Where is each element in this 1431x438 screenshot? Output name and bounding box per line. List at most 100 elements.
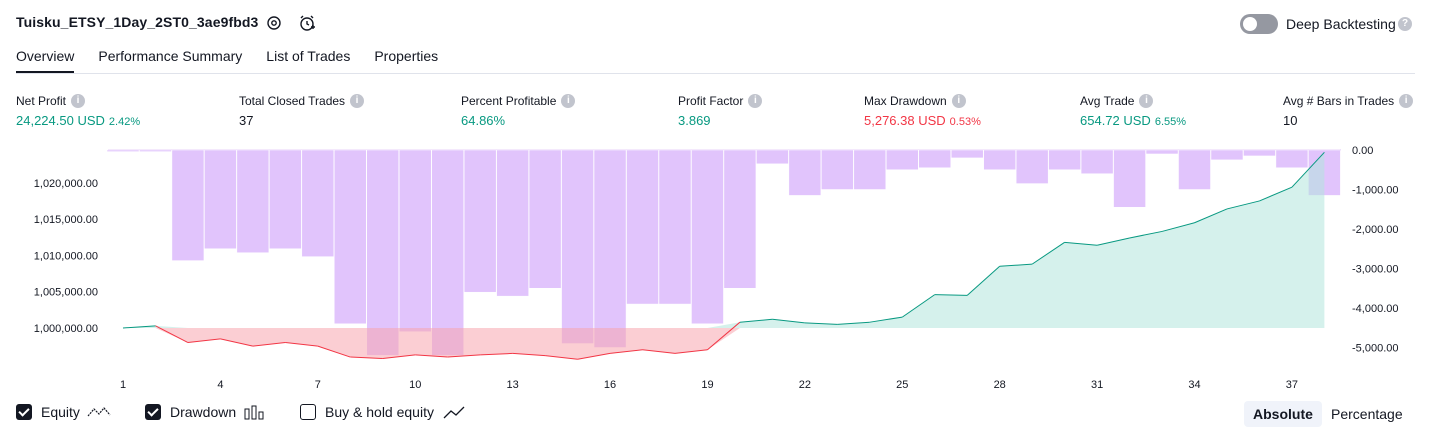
drawdown-bar xyxy=(463,149,497,293)
tab-bar: Overview Performance Summary List of Tra… xyxy=(16,48,462,74)
x-axis-tick-label: 25 xyxy=(896,379,908,391)
equity-line-segment xyxy=(966,265,1001,296)
absolute-button[interactable]: Absolute xyxy=(1244,401,1322,427)
drawdown-bar xyxy=(269,149,302,249)
drawdown-bar xyxy=(756,149,789,165)
drawdown-bar xyxy=(496,149,529,297)
drawdown-bar xyxy=(431,149,464,356)
equity-line-segment xyxy=(155,325,189,343)
equity-checkbox[interactable] xyxy=(16,404,32,420)
metric-percent: 0.53% xyxy=(949,116,981,128)
x-axis-tick-label: 34 xyxy=(1188,379,1200,391)
drawdown-bar xyxy=(139,149,172,152)
equity-line-segment xyxy=(804,322,838,325)
equity-line-segment xyxy=(901,294,936,318)
equity-line-segment xyxy=(1096,237,1130,246)
settings-icon[interactable] xyxy=(265,14,283,37)
equity-line-segment xyxy=(577,352,611,360)
legend-buy-hold[interactable]: Buy & hold equity xyxy=(300,404,466,420)
drawdown-bar xyxy=(1145,149,1179,155)
info-icon[interactable]: i xyxy=(350,94,365,108)
equity-line-segment xyxy=(1194,208,1228,224)
equity-line-segment xyxy=(1161,222,1195,232)
x-axis-tick-label: 1 xyxy=(120,379,126,391)
drawdown-bar xyxy=(204,149,237,249)
info-icon[interactable]: i xyxy=(561,94,576,108)
x-axis-tick-label: 37 xyxy=(1286,379,1298,391)
percentage-button[interactable]: Percentage xyxy=(1331,406,1403,422)
equity-line-segment xyxy=(707,321,741,351)
x-axis-tick-label: 7 xyxy=(315,379,321,391)
info-icon[interactable]: i xyxy=(1139,94,1154,108)
drawdown-bar xyxy=(950,149,984,159)
trend-line-icon xyxy=(443,406,465,419)
right-axis-tick-label: -1,000.00 xyxy=(1352,185,1398,197)
x-axis-tick-label: 4 xyxy=(217,379,223,391)
legend-drawdown[interactable]: Drawdown xyxy=(145,404,266,420)
metric-avg-bars-in-trades: Avg # Bars in Trades i 10 xyxy=(1283,94,1414,128)
deep-backtesting-toggle[interactable] xyxy=(1240,14,1278,34)
help-icon[interactable]: ? xyxy=(1398,17,1412,31)
tab-performance-summary[interactable]: Performance Summary xyxy=(98,48,243,64)
x-axis-tick-label: 22 xyxy=(799,379,811,391)
tab-overview[interactable]: Overview xyxy=(16,48,75,74)
drawdown-bar xyxy=(593,149,627,348)
drawdown-bar xyxy=(561,149,594,344)
metric-value: 10 xyxy=(1283,113,1298,128)
info-icon[interactable]: i xyxy=(748,94,763,108)
legend-equity-label: Equity xyxy=(41,404,80,420)
metric-value: 37 xyxy=(239,113,254,128)
right-axis-tick-label: -5,000.00 xyxy=(1352,343,1398,355)
x-axis-tick-label: 13 xyxy=(507,379,519,391)
metric-percent-profitable: Percent Profitable i 64.86% xyxy=(461,94,576,128)
drawdown-bar xyxy=(626,149,659,305)
info-icon[interactable]: i xyxy=(951,94,966,108)
metric-value: 654.72 USD xyxy=(1080,113,1151,128)
equity-line-segment xyxy=(350,356,383,359)
left-axis-tick-label: 1,020,000.00 xyxy=(34,178,98,190)
drawdown-bar xyxy=(691,149,724,325)
tab-list-of-trades[interactable]: List of Trades xyxy=(266,48,351,64)
tab-divider xyxy=(16,73,1415,74)
drawdown-checkbox[interactable] xyxy=(145,404,161,420)
left-axis-tick-label: 1,010,000.00 xyxy=(34,250,98,262)
drawdown-bar xyxy=(334,149,367,325)
info-icon[interactable]: i xyxy=(1399,94,1414,108)
equity-line-segment xyxy=(642,349,676,354)
right-axis-tick-label: -4,000.00 xyxy=(1352,303,1398,315)
drawdown-bar xyxy=(366,149,400,356)
drawdown-bar xyxy=(853,149,887,190)
metric-profit-factor: Profit Factor i 3.869 xyxy=(678,94,763,128)
metric-percent: 6.55% xyxy=(1154,116,1187,128)
tab-properties[interactable]: Properties xyxy=(374,48,439,64)
drawdown-bar xyxy=(1015,149,1049,184)
equity-line-segment xyxy=(934,294,968,296)
equity-line-icon xyxy=(87,407,111,417)
buy-hold-checkbox[interactable] xyxy=(300,404,316,420)
metric-value: 24,224.50 USD xyxy=(16,113,105,128)
legend-equity[interactable]: Equity xyxy=(16,404,112,420)
equity-line-segment xyxy=(317,345,351,358)
equity-line-segment xyxy=(512,352,546,357)
metric-label: Profit Factor xyxy=(678,94,744,108)
equity-line-segment xyxy=(285,342,318,347)
drawdown-bar xyxy=(1178,149,1211,190)
strategy-title: Tuisku_ETSY_1Day_2ST0_3ae9fbd3 xyxy=(16,14,259,30)
x-axis-tick-label: 31 xyxy=(1091,379,1103,391)
right-axis-tick-label: -3,000.00 xyxy=(1352,264,1398,276)
left-axis-tick-label: 1,015,000.00 xyxy=(34,214,98,226)
metric-label: Max Drawdown xyxy=(864,94,947,108)
drawdown-bar xyxy=(1275,149,1309,169)
metric-avg-trade: Avg Trade i 654.72 USD 6.55% xyxy=(1080,94,1186,128)
info-icon[interactable]: i xyxy=(71,94,86,108)
alert-clock-icon[interactable] xyxy=(298,14,316,37)
drawdown-bar xyxy=(398,149,432,332)
drawdown-bar xyxy=(171,149,205,261)
equity-line-segment xyxy=(869,316,903,323)
left-axis-tick-label: 1,005,000.00 xyxy=(34,287,98,299)
equity-line-segment xyxy=(1291,151,1325,188)
drawdown-bar xyxy=(528,149,562,289)
right-axis-tick-label: -2,000.00 xyxy=(1352,224,1398,236)
x-axis-tick-label: 19 xyxy=(701,379,713,391)
equity-drawdown-chart: 1,000,000.00 1,005,000.00 1,010,000.00 1,01… xyxy=(34,145,1399,391)
